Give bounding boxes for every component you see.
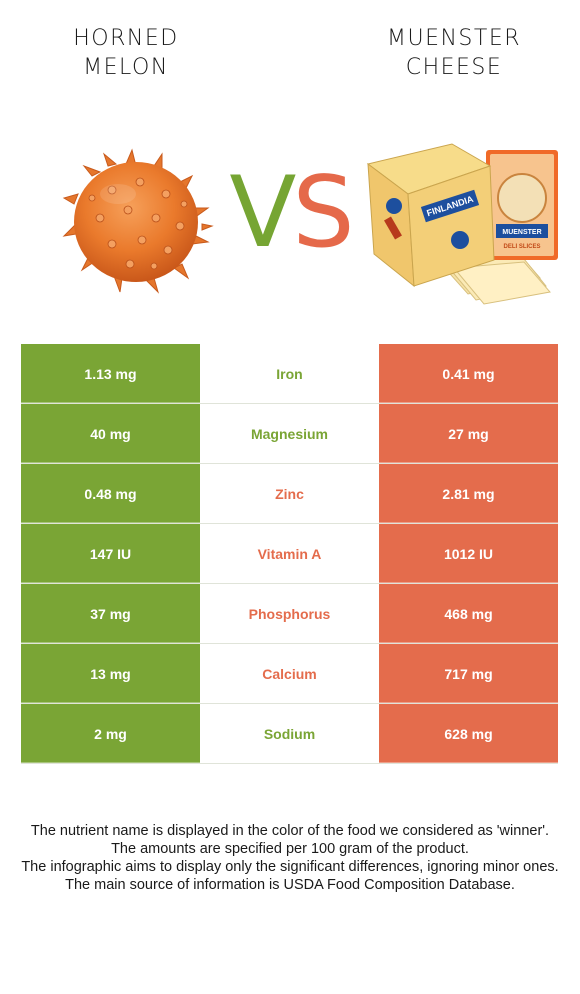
cheese-label-product: MUENSTER: [502, 229, 541, 236]
right-food-value-text: 0.41 mg: [442, 365, 495, 382]
right-food-value: 468 mg: [379, 584, 558, 643]
cheese-package-back: MUENSTER DELI SLICES: [486, 150, 558, 260]
vs-letter-v: V: [229, 156, 296, 270]
right-food-value: 2.81 mg: [379, 464, 558, 523]
cheese-block: FINLANDIA: [366, 143, 495, 288]
right-food-value-text: 628 mg: [444, 725, 493, 742]
nutrient-name: Zinc: [200, 464, 379, 523]
nutrient-name: Calcium: [200, 644, 379, 703]
left-food-value: 1.13 mg: [21, 344, 200, 403]
right-food-title: MUENSTER CHEESE: [354, 24, 554, 82]
horned-melon-image: [62, 148, 214, 294]
right-food-value-text: 468 mg: [444, 605, 493, 622]
table-row: 147 IU Vitamin A 1012 IU: [21, 524, 558, 584]
table-row: 13 mg Calcium 717 mg: [21, 644, 558, 704]
nutrient-name: Iron: [200, 344, 379, 403]
vs-label: VS: [222, 158, 358, 268]
left-food-value-text: 0.48 mg: [84, 485, 137, 502]
right-food-value: 27 mg: [379, 404, 558, 463]
left-food-value: 40 mg: [21, 404, 200, 463]
nutrient-name: Sodium: [200, 704, 379, 763]
table-row: 40 mg Magnesium 27 mg: [21, 404, 558, 464]
cheese-label-variant: DELI SLICES: [503, 244, 540, 250]
left-food-value: 147 IU: [21, 524, 200, 583]
right-food-title-line-2: CHEESE: [405, 55, 503, 80]
left-food-value: 13 mg: [21, 644, 200, 703]
table-row: 37 mg Phosphorus 468 mg: [21, 584, 558, 644]
left-food-value-text: 1.13 mg: [84, 365, 137, 382]
right-food-value: 717 mg: [379, 644, 558, 703]
nutrient-name: Magnesium: [200, 404, 379, 463]
vs-letter-s: S: [292, 156, 354, 270]
right-food-title-line-1: MUENSTER: [386, 26, 522, 51]
nutrient-comparison-table: 1.13 mg Iron 0.41 mg 40 mg Magnesium 27 mg 0.4…: [21, 344, 558, 764]
footer-line-3: The infographic aims to display only the…: [21, 859, 559, 875]
left-food-value: 2 mg: [21, 704, 200, 763]
left-food-value-text: 37 mg: [90, 605, 131, 622]
table-row: 2 mg Sodium 628 mg: [21, 704, 558, 764]
footer-line-4: The main source of information is USDA F…: [65, 877, 515, 893]
footer-line-1: The nutrient name is displayed in the co…: [30, 823, 550, 839]
right-food-value: 1012 IU: [379, 524, 558, 583]
right-food-value-text: 2.81 mg: [442, 485, 495, 502]
right-food-value-text: 717 mg: [444, 665, 493, 682]
left-food-value-text: 40 mg: [90, 425, 131, 442]
muenster-cheese-image: MUENSTER DELI SLICES FINLANDIA: [366, 143, 558, 305]
left-food-title: HORNED MELON: [26, 24, 226, 82]
footer-notes: The nutrient name is displayed in the co…: [20, 822, 560, 894]
left-food-value-text: 147 IU: [89, 545, 132, 562]
nutrient-name: Vitamin A: [200, 524, 379, 583]
left-food-value: 37 mg: [21, 584, 200, 643]
nutrient-name: Phosphorus: [200, 584, 379, 643]
table-row: 0.48 mg Zinc 2.81 mg: [21, 464, 558, 524]
right-food-value: 628 mg: [379, 704, 558, 763]
footer-line-2: The amounts are specified per 100 gram o…: [111, 841, 469, 857]
left-food-title-line-1: HORNED: [73, 26, 179, 51]
left-food-value-text: 2 mg: [94, 725, 127, 742]
right-food-value-text: 27 mg: [448, 425, 489, 442]
right-food-value: 0.41 mg: [379, 344, 558, 403]
left-food-value: 0.48 mg: [21, 464, 200, 523]
left-food-value-text: 13 mg: [90, 665, 131, 682]
melon-bumps: [88, 177, 188, 270]
left-food-title-line-2: MELON: [83, 55, 169, 80]
right-food-value-text: 1012 IU: [443, 545, 494, 562]
table-row: 1.13 mg Iron 0.41 mg: [21, 344, 558, 404]
